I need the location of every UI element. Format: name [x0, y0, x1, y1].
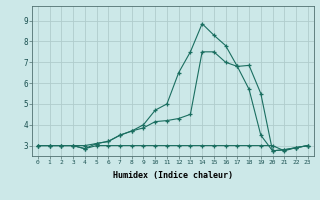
- X-axis label: Humidex (Indice chaleur): Humidex (Indice chaleur): [113, 171, 233, 180]
